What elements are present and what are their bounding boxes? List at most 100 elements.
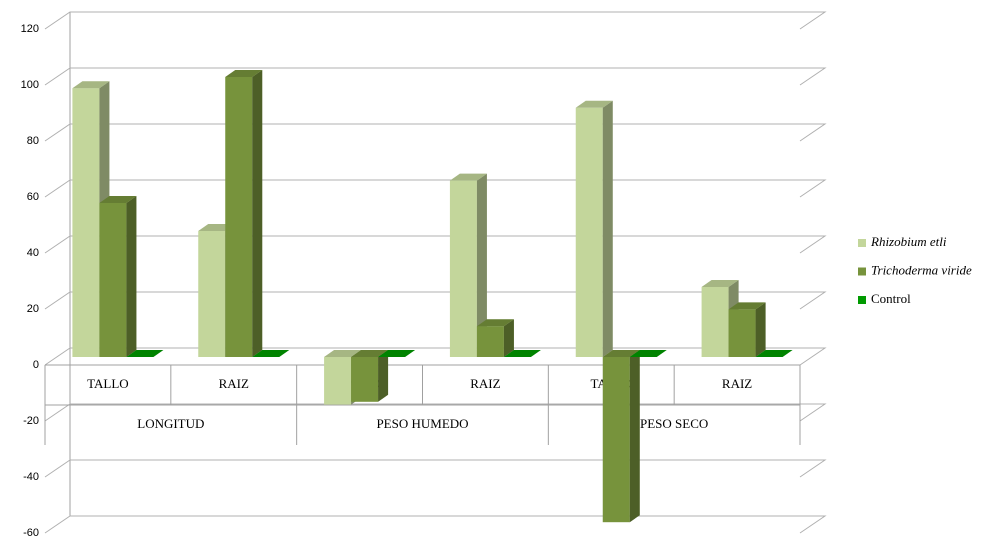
y-tick-label: 40 (27, 247, 39, 259)
bar (99, 196, 137, 357)
bar-top-shade (503, 350, 541, 357)
bar (629, 350, 667, 357)
bar (225, 70, 263, 357)
bar-top-shade (728, 302, 766, 310)
y-tick-label: -60 (23, 527, 39, 539)
grid-line (44, 67, 827, 86)
bar-side (602, 100, 613, 358)
bar-top (351, 350, 389, 357)
bar-top-shade (324, 350, 362, 357)
bar-front (225, 77, 253, 357)
bar-top (252, 350, 290, 357)
bar (575, 100, 613, 358)
bar-top-shade (755, 350, 793, 357)
legend-swatch (858, 296, 866, 304)
bar-top-shade (575, 100, 613, 108)
bar-side (126, 196, 137, 357)
bar-side-shade (252, 70, 263, 357)
bar-side (252, 70, 263, 357)
bar (755, 350, 793, 357)
bar-top-shade (378, 350, 416, 357)
legend-label: Rhizobium etli (870, 234, 947, 249)
y-tick-label: 20 (27, 303, 39, 315)
grid-line (44, 235, 827, 254)
bar-side-shade (629, 350, 640, 523)
bar (351, 350, 389, 402)
bar (378, 350, 416, 357)
x-tick-label: RAIZ (219, 376, 249, 391)
x-tick-label: RAIZ (722, 376, 752, 391)
bar-top-shade (476, 319, 514, 327)
bar-front (575, 107, 603, 357)
bar-front (728, 309, 756, 357)
bar-top (728, 302, 766, 310)
bar-front (476, 326, 504, 357)
bar-front (198, 231, 226, 357)
y-tick-label: 80 (27, 135, 39, 147)
bar-top (755, 350, 793, 357)
bar-front (701, 287, 729, 357)
bar (728, 302, 766, 357)
x-group-label: PESO HUMEDO (376, 416, 468, 431)
grid-line (44, 291, 827, 310)
bar-top (701, 280, 739, 287)
x-tick-label: RAIZ (470, 376, 500, 391)
bar (503, 350, 541, 357)
bar-top-shade (629, 350, 667, 357)
y-tick-label: 60 (27, 191, 39, 203)
bar-side-shade (476, 173, 487, 357)
bar-front (449, 180, 477, 357)
bar-top-shade (225, 70, 263, 77)
bar (126, 350, 164, 357)
grid-line (44, 347, 827, 366)
bar-front (72, 88, 100, 357)
bar (252, 350, 290, 357)
bar-side-shade (755, 302, 766, 357)
bar-top-shade (252, 350, 290, 357)
bar-top-shade (72, 81, 110, 89)
y-tick-label: 100 (21, 79, 39, 91)
bar-top (72, 81, 110, 89)
grid-line (44, 403, 827, 422)
bar-top (476, 319, 514, 327)
bar (476, 319, 514, 357)
legend-swatch (858, 267, 866, 276)
legend-swatch (858, 239, 866, 247)
bar-top-shade (602, 350, 640, 357)
bar-top (503, 350, 541, 357)
bar-side (378, 350, 389, 402)
bar-top (99, 196, 137, 203)
legend-label: Trichoderma viride (871, 262, 972, 277)
bar (449, 173, 487, 357)
legend-label: Control (871, 291, 911, 306)
bar-top (126, 350, 164, 357)
bar-top-shade (701, 280, 739, 287)
bar-side (755, 302, 766, 357)
bar-top (629, 350, 667, 357)
bar (602, 350, 640, 523)
grid-line (44, 11, 827, 30)
bar-side-shade (602, 100, 613, 358)
x-tick-label: TALLO (87, 376, 129, 391)
bar-front (602, 357, 630, 523)
bar-top (602, 350, 640, 357)
y-tick-label: -40 (23, 471, 39, 483)
bar-top (225, 70, 263, 77)
x-group-label: PESO SECO (640, 416, 708, 431)
bar-top-shade (449, 173, 487, 181)
bar-side-shade (503, 319, 514, 357)
bar-front (351, 357, 379, 402)
bar-front (324, 357, 352, 405)
grid-line (44, 179, 827, 198)
bar-top (575, 100, 613, 108)
bar-top-shade (126, 350, 164, 357)
bar-top (378, 350, 416, 357)
y-tick-label: 0 (33, 359, 39, 371)
bar-top (324, 350, 362, 357)
bar-top-shade (351, 350, 389, 357)
y-tick-label: 120 (21, 23, 39, 35)
grid-line (44, 123, 827, 142)
bar-side-shade (126, 196, 137, 357)
grid-line (44, 515, 827, 534)
